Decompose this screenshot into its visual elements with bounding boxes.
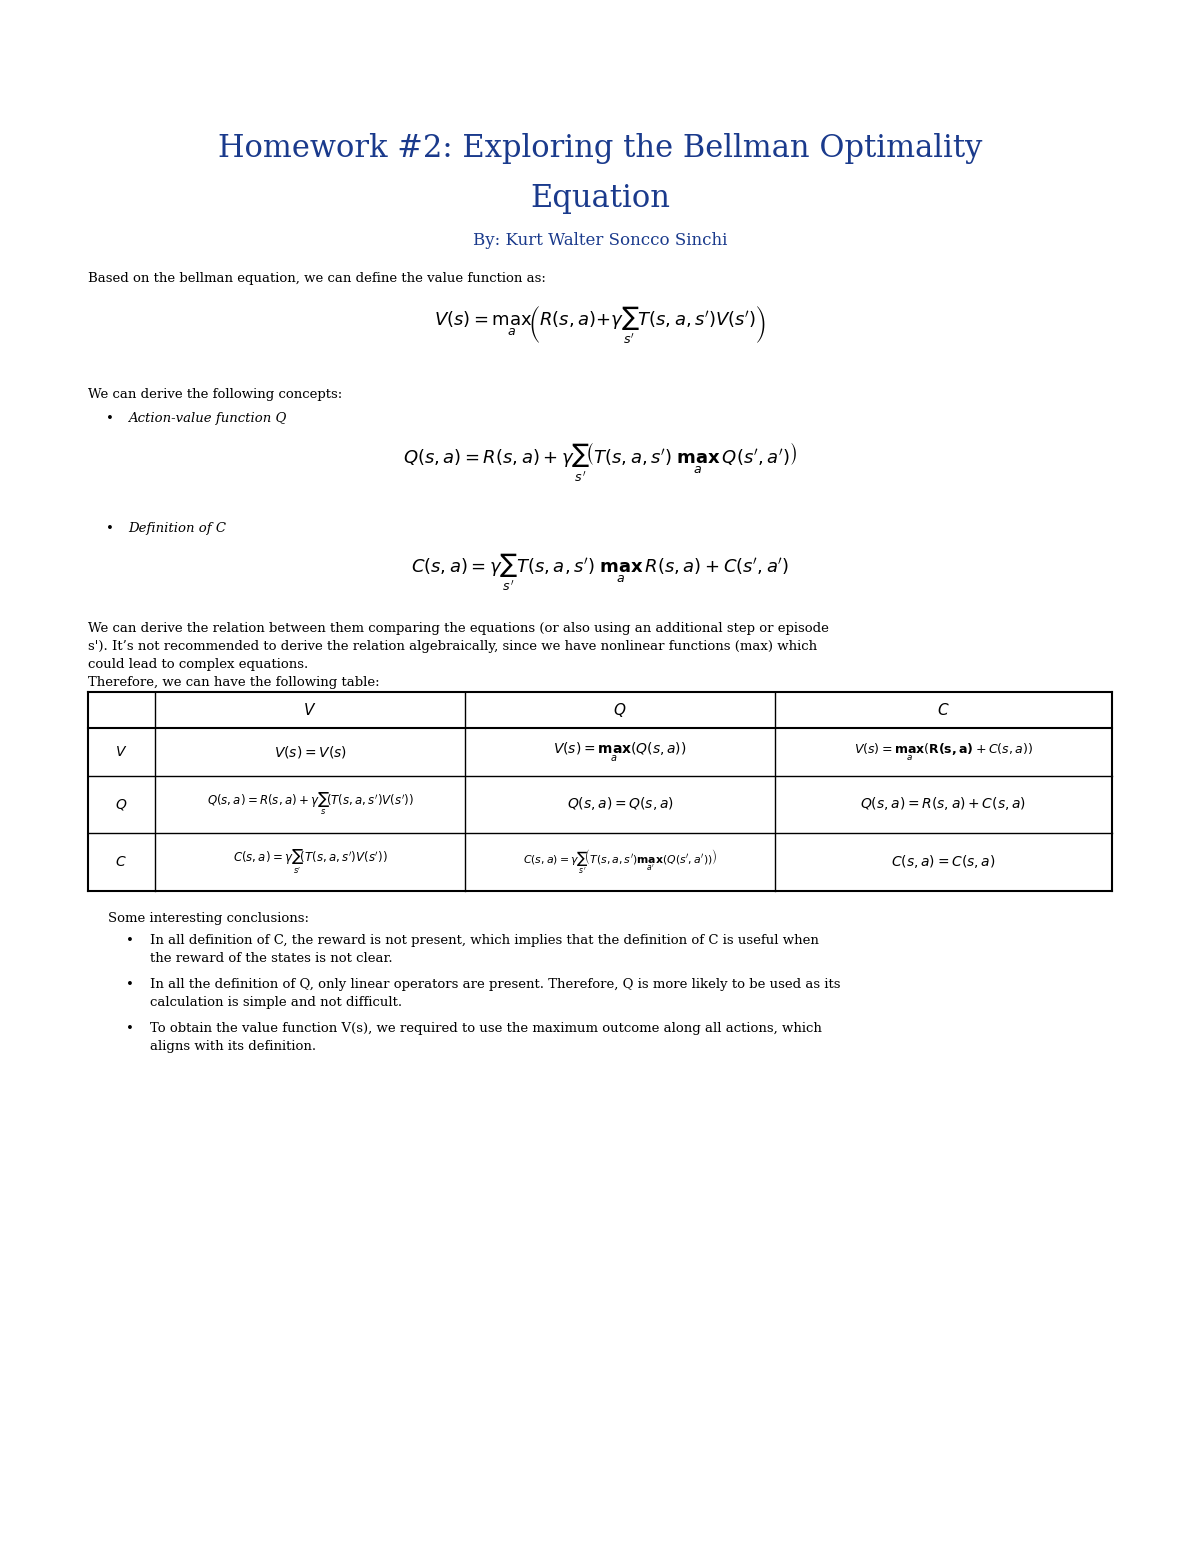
Text: $Q(s,a) = R(s,a) + \gamma \sum_{s}\!\left(T(s,a,s')V(s')\right)$: $Q(s,a) = R(s,a) + \gamma \sum_{s}\!\lef… (206, 790, 414, 817)
Text: •: • (126, 1022, 134, 1034)
Text: We can derive the following concepts:: We can derive the following concepts: (88, 388, 342, 401)
Text: s'). It’s not recommended to derive the relation algebraically, since we have no: s'). It’s not recommended to derive the … (88, 640, 817, 652)
Text: Homework #2: Exploring the Bellman Optimality: Homework #2: Exploring the Bellman Optim… (218, 134, 982, 165)
Text: $C(s,a) = \gamma \sum_{s'}\!\left(T(s,a,s')\underset{a'}{\mathbf{max}}(Q(s',a')): $C(s,a) = \gamma \sum_{s'}\!\left(T(s,a,… (523, 848, 718, 876)
Text: •: • (126, 933, 134, 947)
Text: $Q(s,a) = Q(s,a)$: $Q(s,a) = Q(s,a)$ (566, 795, 673, 812)
Text: Therefore, we can have the following table:: Therefore, we can have the following tab… (88, 676, 379, 690)
Text: $C(s,a) = \gamma \sum_{s'}\!\left(T(s,a,s')V(s')\right)$: $C(s,a) = \gamma \sum_{s'}\!\left(T(s,a,… (233, 848, 388, 876)
Text: We can derive the relation between them comparing the equations (or also using a: We can derive the relation between them … (88, 623, 829, 635)
Text: $C$: $C$ (937, 702, 949, 717)
Text: $V(s) = V(s)$: $V(s) = V(s)$ (274, 744, 347, 759)
Text: $Q$: $Q$ (613, 700, 626, 719)
Text: could lead to complex equations.: could lead to complex equations. (88, 658, 308, 671)
Text: $Q(s,a) = R(s,a) + \gamma \sum_{s'}\!\left(T(s,a,s')\;\underset{a}{\mathbf{max}}: $Q(s,a) = R(s,a) + \gamma \sum_{s'}\!\le… (403, 441, 797, 483)
Text: Equation: Equation (530, 183, 670, 214)
Text: By: Kurt Walter Soncco Sinchi: By: Kurt Walter Soncco Sinchi (473, 231, 727, 248)
Text: $Q$: $Q$ (115, 797, 127, 812)
Text: To obtain the value function V(s), we required to use the maximum outcome along : To obtain the value function V(s), we re… (150, 1022, 822, 1034)
Text: Based on the bellman equation, we can define the value function as:: Based on the bellman equation, we can de… (88, 272, 546, 286)
Text: In all the definition of Q, only linear operators are present. Therefore, Q is m: In all the definition of Q, only linear … (150, 978, 840, 991)
Text: Some interesting conclusions:: Some interesting conclusions: (108, 912, 310, 926)
Text: $C$: $C$ (115, 856, 127, 870)
Text: •: • (106, 522, 114, 534)
Text: $V(s) = \max_a\!\left(R(s,a) + \gamma \sum_{s'} T(s,a,s')V(s')\right)$: $V(s) = \max_a\!\left(R(s,a) + \gamma \s… (434, 304, 766, 346)
Text: $C(s,a) = \gamma \sum_{s'} T(s,a,s')\;\underset{a}{\mathbf{max}}\,R(s,a) + C(s',: $C(s,a) = \gamma \sum_{s'} T(s,a,s')\;\u… (410, 551, 790, 593)
Text: Definition of C: Definition of C (128, 522, 226, 534)
Text: calculation is simple and not difficult.: calculation is simple and not difficult. (150, 995, 402, 1009)
Text: $Q(s,a) = R(s,a) + C(s,a)$: $Q(s,a) = R(s,a) + C(s,a)$ (860, 795, 1026, 812)
Text: In all definition of C, the reward is not present, which implies that the defini: In all definition of C, the reward is no… (150, 933, 818, 947)
Text: aligns with its definition.: aligns with its definition. (150, 1041, 316, 1053)
Text: $V$: $V$ (115, 745, 127, 759)
Text: $C(s,a) = C(s,a)$: $C(s,a) = C(s,a)$ (890, 854, 995, 871)
Text: $V(s) = \underset{a}{\mathbf{max}}(Q(s,a))$: $V(s) = \underset{a}{\mathbf{max}}(Q(s,a… (553, 741, 686, 764)
Text: •: • (106, 412, 114, 426)
Text: Action-value function Q: Action-value function Q (128, 412, 287, 426)
Text: $V$: $V$ (304, 702, 317, 717)
Text: $V(s) = \underset{a}{\mathbf{max}}(\mathbf{R(s,a)} + C(s,a))$: $V(s) = \underset{a}{\mathbf{max}}(\math… (853, 741, 1032, 763)
Text: the reward of the states is not clear.: the reward of the states is not clear. (150, 952, 392, 964)
Text: •: • (126, 978, 134, 991)
